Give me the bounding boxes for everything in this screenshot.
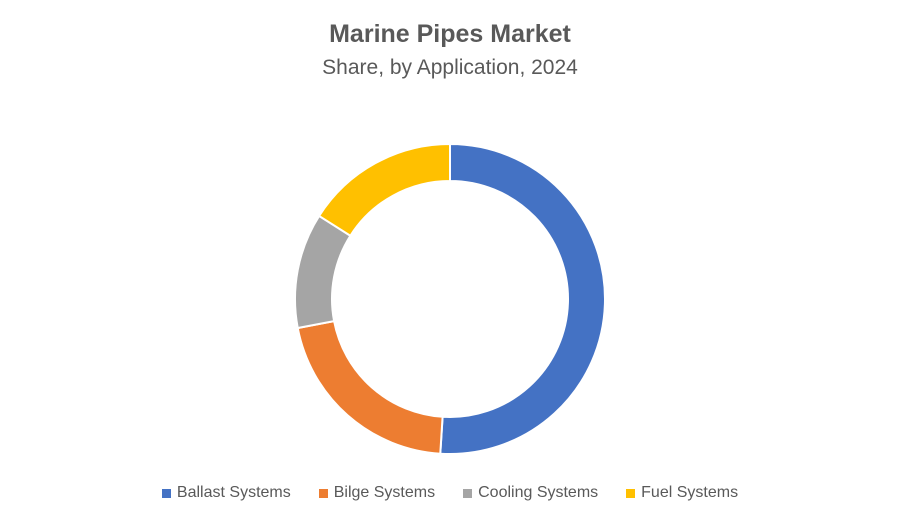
donut-slice-cooling-systems xyxy=(294,214,352,330)
legend-item-ballast-systems: Ballast Systems xyxy=(161,484,291,502)
legend-swatch-ballast-systems xyxy=(161,488,171,498)
legend-label-bilge-systems: Bilge Systems xyxy=(333,484,436,501)
legend-item-cooling-systems: Cooling Systems xyxy=(463,484,598,502)
legend-item-bilge-systems: Bilge Systems xyxy=(318,484,436,502)
legend-swatch-cooling-systems xyxy=(463,488,473,498)
legend-item-fuel-systems: Fuel Systems xyxy=(626,484,738,502)
legend-label-cooling-systems: Cooling Systems xyxy=(478,484,599,501)
legend-label-fuel-systems: Fuel Systems xyxy=(641,484,739,501)
legend: Ballast Systems Bilge Systems Cooling Sy… xyxy=(0,484,900,502)
chart-subtitle: Share, by Application, 2024 xyxy=(322,56,578,79)
donut-slice-fuel-systems xyxy=(317,142,451,238)
legend-swatch-fuel-systems xyxy=(626,488,636,498)
chart-title: Marine Pipes Market xyxy=(329,20,571,48)
donut-slice-ballast-systems xyxy=(439,142,606,455)
legend-swatch-bilge-systems xyxy=(318,488,328,498)
legend-label-ballast-systems: Ballast Systems xyxy=(176,484,291,501)
donut-slice-bilge-systems xyxy=(296,319,444,455)
